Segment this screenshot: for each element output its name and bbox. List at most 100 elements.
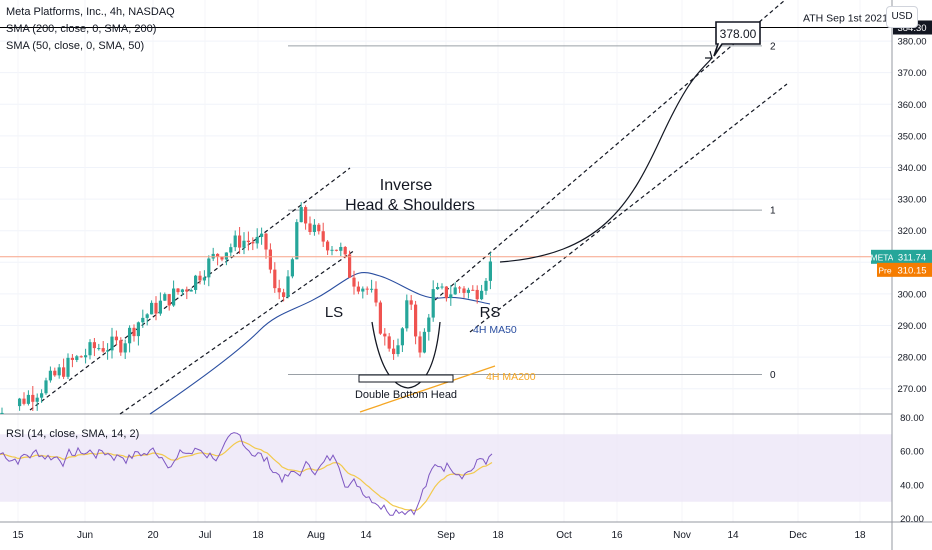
price-tick-label: 380.00 xyxy=(897,37,926,48)
time-tick-label: Sep xyxy=(437,530,455,541)
candle-body xyxy=(246,240,250,243)
candle-body xyxy=(251,242,255,244)
candle-body xyxy=(154,302,158,314)
target-callout xyxy=(713,21,761,57)
annotations: ATH Sep 1st 2021 Double Bottom Head Invers… xyxy=(0,12,892,401)
last-price-label: 311.74 xyxy=(898,252,926,263)
candle-body xyxy=(22,398,26,404)
candle-body xyxy=(180,289,184,293)
candle-body xyxy=(189,289,193,292)
candle-body xyxy=(488,261,492,281)
time-tick-label: Jun xyxy=(77,530,93,541)
price-tick-label: 360.00 xyxy=(897,100,926,111)
candle-body xyxy=(295,222,299,260)
ath-price-label: 384.30 xyxy=(897,23,926,34)
time-tick-label: 15 xyxy=(12,530,24,541)
fib-levels: 0 1 2 xyxy=(288,41,776,381)
channel-lower-right xyxy=(469,83,788,333)
candle-body xyxy=(158,300,162,314)
candle-body xyxy=(422,331,426,353)
pre-price-label: 310.15 xyxy=(897,265,926,276)
pre-label: Pre xyxy=(878,265,892,275)
candle-body xyxy=(75,356,79,360)
candle-body xyxy=(238,235,242,248)
candle-body xyxy=(264,233,268,250)
candle-body xyxy=(0,412,4,414)
candle-body xyxy=(273,269,277,289)
candle-body xyxy=(466,289,470,293)
candle-body xyxy=(396,345,400,355)
candle-body xyxy=(128,327,132,344)
chart-title: Meta Platforms, Inc., 4h, NASDAQ xyxy=(6,6,175,18)
candle-body xyxy=(312,224,316,232)
time-axis: 15 Jun 20 Jul 18 Aug 14 Sep 18 Oct 16 Nov 14 Dec 18 xyxy=(12,530,866,541)
candle-body xyxy=(92,342,96,349)
candle-body xyxy=(260,233,264,237)
candle-body xyxy=(348,254,352,278)
time-tick-label: 14 xyxy=(360,530,372,541)
rsi-legend: RSI (14, close, SMA, 14, 2) xyxy=(6,428,140,440)
ma50-label: 4H MA50 xyxy=(473,324,517,336)
ma50-line xyxy=(149,271,491,415)
candle-body xyxy=(123,343,127,353)
pre-tag xyxy=(877,262,893,277)
channel-lines xyxy=(29,0,788,415)
candle-body xyxy=(114,336,118,341)
candle-body xyxy=(53,370,57,376)
candle-body xyxy=(458,287,462,289)
candle-body xyxy=(418,336,422,353)
time-tick-label: 16 xyxy=(611,530,623,541)
ma200-line xyxy=(359,365,496,413)
rsi-line xyxy=(0,432,493,516)
candle-body xyxy=(141,317,145,323)
fib-label: 1 xyxy=(770,206,776,217)
candle-body xyxy=(400,328,404,346)
candle-body xyxy=(57,367,61,376)
candle-body xyxy=(26,394,30,404)
time-tick-label: Dec xyxy=(789,530,807,541)
rsi-tick-label: 20.00 xyxy=(900,514,924,525)
cup-curve xyxy=(371,321,441,389)
sma50-legend: SMA (50, close, 0, SMA, 50) xyxy=(6,40,145,52)
time-tick-label: Oct xyxy=(556,530,572,541)
candle-body xyxy=(18,398,22,407)
candle-body xyxy=(198,275,202,281)
price-tick-label: 320.00 xyxy=(897,226,926,237)
fib-label: 2 xyxy=(770,41,776,52)
candle-body xyxy=(277,288,281,293)
candle-body xyxy=(35,397,39,402)
projection-arrow xyxy=(499,57,713,263)
ma200-label: 4H MA200 xyxy=(486,371,536,383)
candle-body xyxy=(387,336,391,349)
candle-body xyxy=(224,252,228,260)
price-tick-label: 330.00 xyxy=(897,195,926,206)
right-shoulder-label: RS xyxy=(480,304,501,321)
candle-body xyxy=(62,367,66,377)
candle-body xyxy=(48,370,52,381)
candle-body xyxy=(211,253,215,259)
rsi-axis: 20.00 40.00 60.00 80.00 xyxy=(900,413,924,525)
price-tick-label: 350.00 xyxy=(897,131,926,142)
candle-body xyxy=(286,276,290,297)
price-tick-label: 340.00 xyxy=(897,163,926,174)
candle-body xyxy=(471,289,475,291)
candle-body xyxy=(282,292,286,297)
candle-body xyxy=(145,314,149,318)
time-tick-label: 18 xyxy=(854,530,866,541)
price-tick-label: 290.00 xyxy=(897,321,926,332)
ath-label: ATH Sep 1st 2021 xyxy=(803,12,888,24)
head-label: Double Bottom Head xyxy=(355,389,457,401)
candle-body xyxy=(40,393,44,398)
candle-body xyxy=(233,235,237,248)
candle-body xyxy=(290,259,294,277)
time-tick-label: Nov xyxy=(673,530,691,541)
candle-body xyxy=(172,288,176,306)
candle-body xyxy=(167,294,171,306)
candle-body xyxy=(436,287,440,290)
candle-body xyxy=(97,348,101,350)
candle-body xyxy=(431,289,435,318)
currency-button[interactable]: USD xyxy=(886,6,918,28)
candle-body xyxy=(207,258,211,278)
target-label: 378.00 xyxy=(720,27,757,41)
candle-body xyxy=(304,207,308,224)
